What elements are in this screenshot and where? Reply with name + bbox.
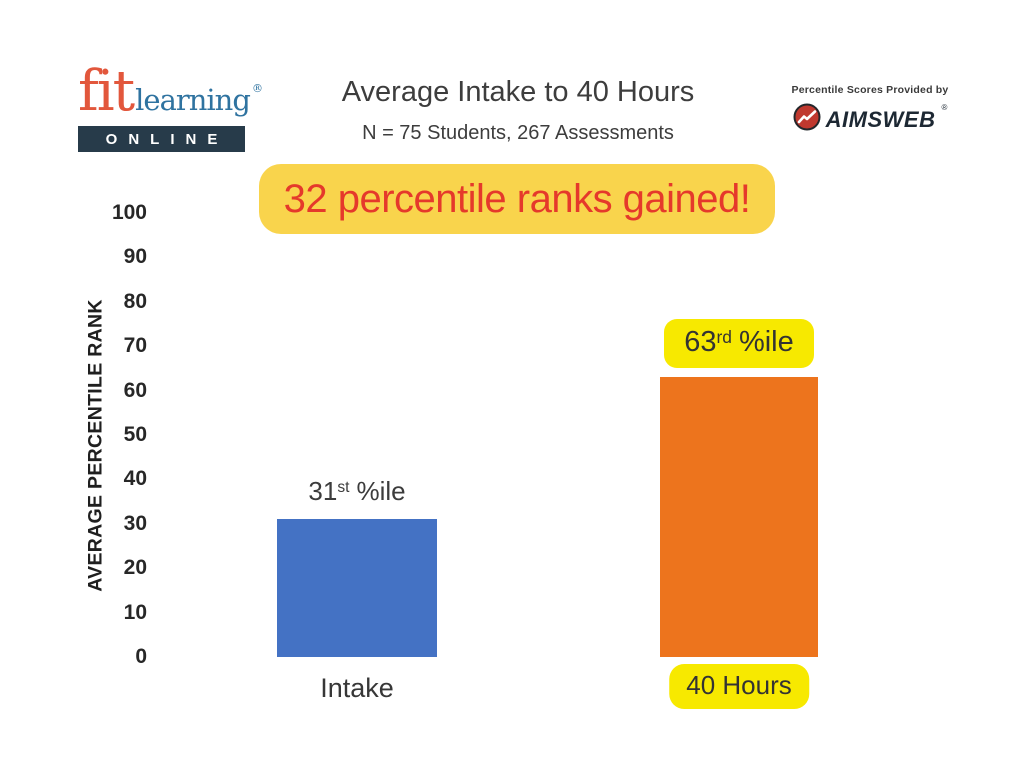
aimsweb-logo: AIMSWEB ® (782, 103, 958, 136)
aimsweb-logo-icon (793, 103, 821, 136)
40hours-category-label: 40 Hours (669, 664, 809, 709)
y-tick-label: 100 (111, 201, 147, 224)
gained-banner: 32 percentile ranks gained! (259, 164, 775, 234)
y-tick-label: 40 (123, 467, 147, 491)
40hours-value-ordinal: rd (716, 327, 732, 347)
y-axis-tick-labels: 0 10 20 30 40 50 60 70 80 90 100 (0, 0, 147, 768)
40hours-value-suffix: %ile (738, 326, 794, 358)
intake-category-label: Intake (320, 673, 394, 703)
logo-fit-text: fit (78, 59, 135, 124)
intake-value-suffix: %ile (356, 476, 406, 506)
y-tick-label: 70 (123, 334, 147, 358)
intake-bar (277, 519, 437, 657)
y-tick-label: 80 (123, 289, 147, 313)
intake-value-number: 31 (308, 476, 338, 506)
40hours-value-label: 63rd %ile (664, 319, 814, 368)
y-tick-label: 20 (123, 556, 147, 580)
aimsweb-provider-block: Percentile Scores Provided by AIMSWEB ® (782, 84, 958, 136)
40hours-bar (660, 377, 818, 657)
gained-banner-text: 32 percentile ranks gained! (283, 176, 751, 221)
chart-title: Average Intake to 40 Hours (341, 76, 695, 108)
aimsweb-registered-mark: ® (941, 103, 948, 112)
y-tick-label: 0 (135, 645, 147, 668)
logo-registered-mark: ® (251, 82, 263, 95)
chart-subtitle: N = 75 Students, 267 Assessments (362, 122, 674, 144)
bar-group-40hours: 63rd %ile 40 Hours (660, 319, 818, 709)
intake-value-ordinal: st (337, 479, 350, 496)
y-tick-label: 30 (123, 511, 147, 535)
logo-online-badge: ONLINE (78, 126, 245, 152)
bar-group-intake: 31st %ile Intake (277, 476, 437, 703)
y-tick-label: 10 (123, 600, 147, 624)
provider-caption: Percentile Scores Provided by (791, 84, 949, 96)
y-tick-label: 60 (123, 378, 147, 402)
y-tick-label: 50 (123, 423, 147, 446)
y-tick-label: 90 (123, 245, 147, 269)
aimsweb-brand-text: AIMSWEB (825, 106, 936, 132)
logo-learning-text: learning (135, 83, 251, 117)
40hours-value-number: 63 (684, 326, 717, 358)
intake-value-label: 31st %ile (308, 476, 405, 507)
fit-learning-logo: fitlearning ® ONLINE (78, 64, 263, 152)
fit-learning-wordmark: fitlearning ® (78, 64, 263, 120)
title-block: Average Intake to 40 Hours N = 75 Studen… (262, 76, 774, 145)
